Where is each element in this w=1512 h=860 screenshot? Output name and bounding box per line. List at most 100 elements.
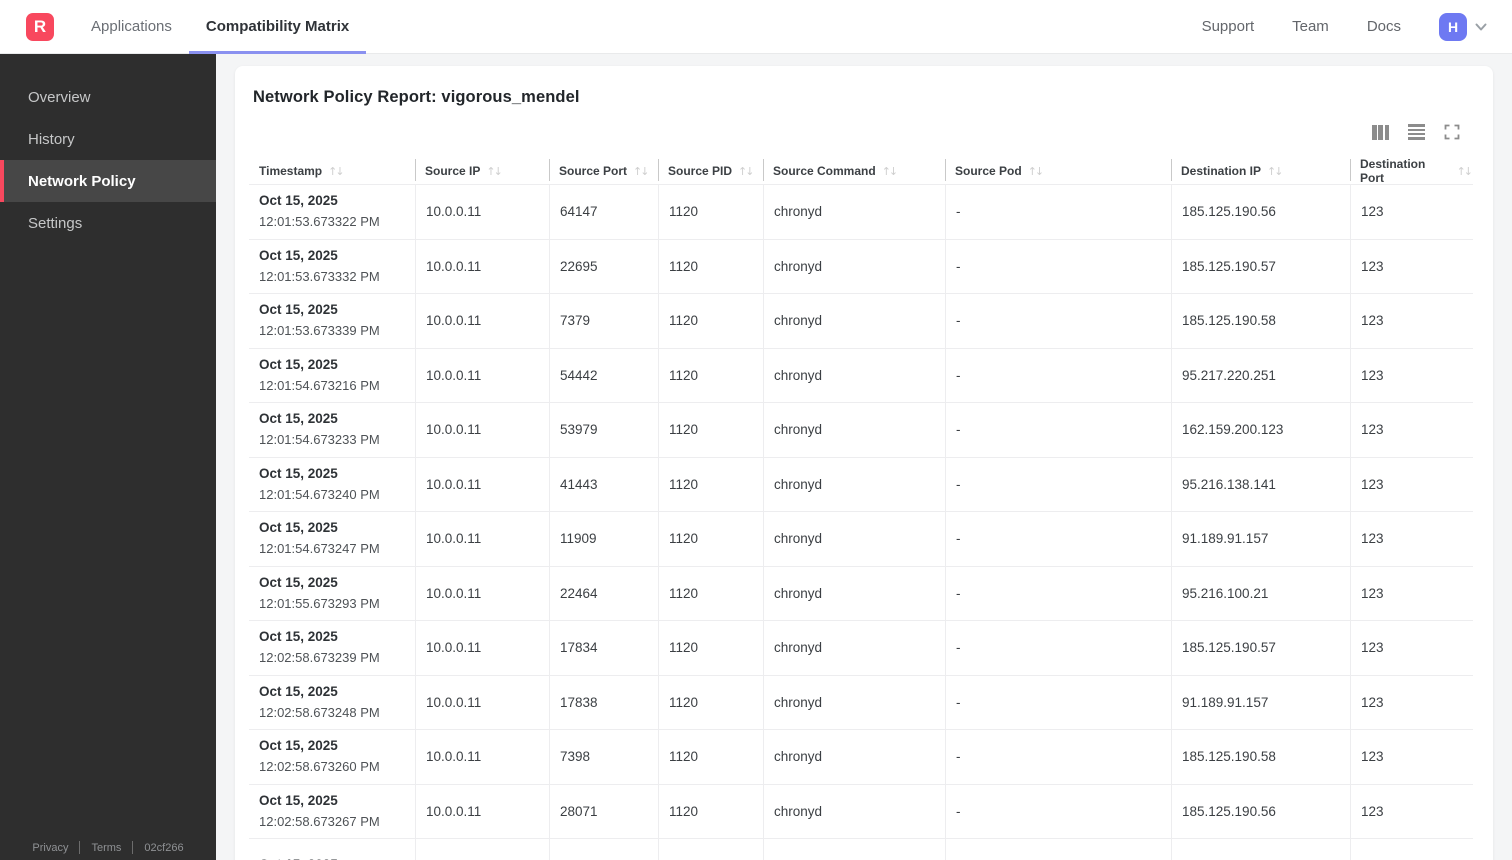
sidebar-item-history[interactable]: History: [28, 130, 75, 148]
sort-icon[interactable]: ↑↓: [1267, 164, 1283, 178]
cell-destination-ip: 162.159.200.123: [1171, 403, 1350, 457]
sidebar-item-settings[interactable]: Settings: [28, 214, 83, 232]
columns-view-icon[interactable]: [1372, 124, 1389, 140]
cell-destination-ip: 91.189.91.157: [1171, 512, 1350, 566]
cell-source-pid: 1120: [658, 621, 763, 675]
cell-source-port: 22464: [549, 566, 658, 620]
table-toolbar: [235, 123, 1493, 141]
page-title: Network Policy Report: vigorous_mendel: [253, 88, 580, 106]
cell-source-pod: -: [945, 730, 1171, 784]
sort-icon[interactable]: ↑↓: [328, 164, 344, 178]
cell-timestamp: Oct 15, 2025 12:01:53.673322 PM: [249, 185, 415, 239]
cell-source-command: chronyd: [763, 403, 945, 457]
timestamp-time: 12:02:58.673239 PM: [259, 650, 380, 666]
rows-view-icon[interactable]: [1408, 124, 1425, 140]
cell-timestamp: Oct 15, 2025 12:02:58.673239 PM: [249, 621, 415, 675]
privacy-link[interactable]: Privacy: [32, 841, 69, 854]
cell-source-pid: 1120: [658, 294, 763, 348]
cell-source-ip: 10.0.0.11: [415, 348, 549, 402]
timestamp-time: 12:01:53.673339 PM: [259, 323, 380, 339]
cell-timestamp: Oct 15, 2025 12:01:55.673293 PM: [249, 567, 415, 621]
column-header-source-pid[interactable]: Source PID ↑↓: [658, 158, 763, 184]
table-row: Oct 15, 2025 12:02:58.673267 PM 10.0.0.11 2…: [249, 784, 1473, 839]
cell-destination-ip: [1171, 839, 1350, 860]
cell-source-pid: 1120: [658, 512, 763, 566]
cell-destination-ip: 95.216.138.141: [1171, 457, 1350, 511]
cell-source-pod: -: [945, 457, 1171, 511]
sidebar-item-overview[interactable]: Overview: [28, 88, 91, 106]
tab-applications[interactable]: Applications: [91, 18, 172, 35]
cell-destination-port: 123: [1350, 457, 1473, 511]
cell-source-ip: 10.0.0.11: [415, 675, 549, 729]
cell-source-command: chronyd: [763, 675, 945, 729]
cell-source-command: chronyd: [763, 185, 945, 239]
cell-source-port: 7398: [549, 730, 658, 784]
cell-source-ip: 10.0.0.11: [415, 512, 549, 566]
column-header-source-ip[interactable]: Source IP ↑↓: [415, 158, 549, 184]
cell-source-pod: -: [945, 239, 1171, 293]
cell-source-pod: [945, 839, 1171, 860]
table-row: Oct 15, 2025 12:01:54.673233 PM 10.0.0.11 5…: [249, 403, 1473, 458]
top-right-links: Support Team Docs H: [1201, 12, 1488, 41]
column-header-source-port[interactable]: Source Port ↑↓: [549, 158, 658, 184]
column-header-source-pod[interactable]: Source Pod ↑↓: [945, 158, 1171, 184]
column-label: Destination IP: [1181, 164, 1262, 178]
sort-icon[interactable]: ↑↓: [738, 164, 754, 178]
cell-destination-ip: 185.125.190.56: [1171, 185, 1350, 239]
cell-destination-ip: 185.125.190.58: [1171, 294, 1350, 348]
app-logo[interactable]: R: [26, 12, 54, 41]
cell-source-port: 54442: [549, 348, 658, 402]
tab-compatibility-matrix[interactable]: Compatibility Matrix: [189, 0, 366, 54]
cell-source-pid: 1120: [658, 566, 763, 620]
column-label: Source Pod: [955, 164, 1022, 178]
column-label: Destination Port: [1360, 158, 1426, 185]
primary-tabs: Applications Compatibility Matrix: [74, 0, 366, 54]
table-header-row: Timestamp ↑↓ Source IP ↑↓ Source Port ↑↓ Sourc…: [249, 158, 1473, 185]
sort-icon[interactable]: ↑↓: [486, 164, 502, 178]
cell-destination-ip: 91.189.91.157: [1171, 675, 1350, 729]
build-version: 02cf266: [144, 841, 184, 854]
cell-source-command: chronyd: [763, 512, 945, 566]
cell-source-pid: 1120: [658, 457, 763, 511]
sidebar-item-network-policy[interactable]: Network Policy: [0, 160, 216, 202]
cell-source-pid: 1120: [658, 403, 763, 457]
team-link[interactable]: Team: [1292, 18, 1329, 35]
cell-timestamp: Oct 15, 2025 12:01:54.673240 PM: [249, 458, 415, 512]
avatar[interactable]: H: [1439, 12, 1467, 41]
column-label: Source IP: [425, 164, 481, 178]
support-link[interactable]: Support: [1201, 18, 1255, 35]
cell-destination-port: 123: [1350, 512, 1473, 566]
chevron-down-icon[interactable]: [1474, 20, 1488, 34]
sort-icon[interactable]: ↑↓: [633, 164, 649, 178]
cell-destination-port: 123: [1350, 294, 1473, 348]
sort-icon[interactable]: ↑↓: [1027, 164, 1044, 178]
column-header-destination-ip[interactable]: Destination IP ↑↓: [1171, 158, 1350, 184]
cell-destination-port: 123: [1350, 784, 1473, 838]
table-body: Oct 15, 2025 12:01:53.673322 PM 10.0.0.11 6…: [249, 185, 1473, 860]
column-header-destination-port[interactable]: Destination Port ↑↓: [1350, 158, 1473, 185]
terms-link[interactable]: Terms: [91, 841, 122, 854]
cell-source-port: 28071: [549, 784, 658, 838]
cell-source-pod: -: [945, 294, 1171, 348]
table-row: Oct 15, 2025 12:01:54.673216 PM 10.0.0.11 5…: [249, 348, 1473, 403]
sort-icon[interactable]: ↑↓: [1456, 164, 1473, 178]
cell-source-port: [549, 839, 658, 860]
timestamp-date: Oct 15, 2025: [259, 855, 338, 860]
cell-source-pid: 1120: [658, 730, 763, 784]
column-header-timestamp[interactable]: Timestamp ↑↓: [249, 158, 415, 184]
timestamp-date: Oct 15, 2025: [259, 193, 338, 209]
cell-destination-port: 123: [1350, 348, 1473, 402]
column-header-source-command[interactable]: Source Command ↑↓: [763, 158, 945, 184]
column-label: Source PID: [668, 164, 733, 178]
sort-icon[interactable]: ↑↓: [881, 164, 898, 178]
cell-destination-ip: 185.125.190.56: [1171, 784, 1350, 838]
timestamp-date: Oct 15, 2025: [259, 792, 338, 808]
cell-source-ip: 10.0.0.11: [415, 730, 549, 784]
user-menu[interactable]: H: [1439, 12, 1488, 41]
fullscreen-icon[interactable]: [1444, 124, 1460, 140]
docs-link[interactable]: Docs: [1366, 18, 1401, 35]
cell-destination-port: 123: [1350, 566, 1473, 620]
timestamp-date: Oct 15, 2025: [259, 356, 338, 372]
cell-source-ip: 10.0.0.11: [415, 784, 549, 838]
cell-source-command: chronyd: [763, 239, 945, 293]
